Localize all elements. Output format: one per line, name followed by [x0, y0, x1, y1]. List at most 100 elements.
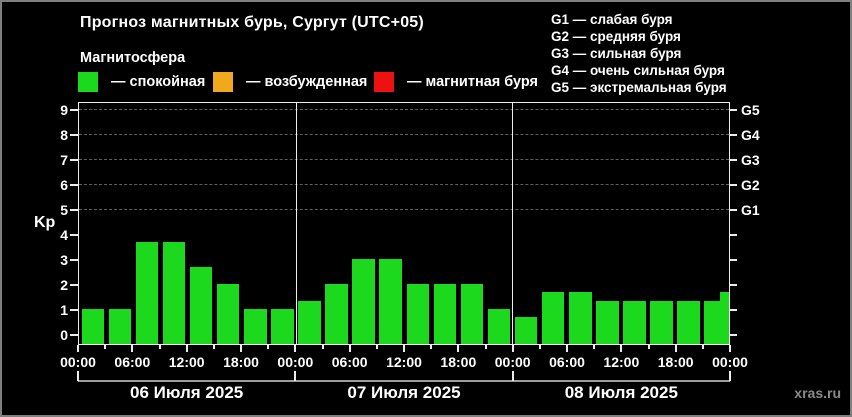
y-axis-label-0: 0	[60, 327, 68, 343]
y-tick-right	[730, 259, 737, 261]
y-tick-left	[70, 234, 78, 236]
y-tick-right	[730, 334, 737, 336]
x-tick	[538, 345, 541, 349]
date-bracket-tick	[729, 371, 731, 381]
x-tick	[375, 345, 378, 349]
x-axis-time-label: 00:00	[712, 354, 748, 370]
x-axis-time-label: 12:00	[386, 354, 422, 370]
kp-bar	[298, 300, 321, 344]
x-tick	[77, 345, 79, 352]
legend-item-calm: — спокойная	[78, 71, 205, 93]
kp-bar	[216, 284, 240, 344]
legend-label-excited: — возбужденная	[246, 74, 368, 90]
legend-item-excited: — возбужденная	[213, 71, 367, 93]
gridline-kp6	[79, 184, 729, 185]
kp-bar-partial	[720, 292, 729, 344]
x-tick	[212, 345, 215, 349]
x-axis-time-label: 12:00	[168, 354, 205, 370]
y-axis-label-6: 6	[60, 177, 68, 193]
date-label: 06 Июля 2025	[130, 383, 244, 402]
gridline-kp5	[79, 209, 729, 210]
day-separator	[295, 103, 297, 344]
kp-bar	[514, 317, 538, 344]
kp-bar	[596, 300, 619, 344]
x-tick	[647, 345, 650, 349]
g-scale-legend: G1 — слабая буря G2 — средняя буря G3 — …	[551, 11, 727, 96]
x-tick	[185, 345, 188, 352]
y-axis-label-9: 9	[60, 102, 68, 118]
kp-bar	[433, 284, 457, 344]
x-axis-time-label: 18:00	[223, 354, 259, 370]
kp-bar	[541, 292, 565, 344]
x-tick	[620, 345, 623, 352]
kp-bar	[162, 242, 186, 344]
legend-item-storm: — магнитная буря	[374, 71, 538, 93]
x-axis-time-label: 18:00	[657, 354, 694, 370]
y-tick-left	[70, 134, 78, 136]
y-tick-right	[730, 159, 737, 161]
x-tick	[321, 345, 324, 349]
x-tick	[267, 345, 270, 349]
x-axis-time-label: 06:00	[549, 354, 585, 370]
x-axis-time-label: 06:00	[331, 354, 368, 370]
g-legend-line-2: G2 — средняя буря	[551, 29, 681, 44]
kp-bar	[135, 242, 159, 344]
kp-bar	[271, 309, 294, 344]
y-tick-right	[730, 184, 737, 186]
y-tick-right	[730, 134, 737, 136]
y-tick-left	[70, 259, 78, 261]
calm-swatch-icon	[78, 72, 98, 92]
x-tick	[674, 345, 677, 352]
y-axis-label-5: 5	[60, 202, 68, 218]
x-axis-time-label: 06:00	[114, 354, 151, 370]
date-bracket-tick	[294, 371, 297, 381]
g-legend-line-4: G4 — очень сильная буря	[551, 63, 725, 78]
g-axis-label-g5: G5	[741, 102, 760, 118]
x-tick	[484, 345, 487, 349]
x-tick	[131, 345, 134, 352]
kp-bar	[325, 284, 348, 344]
y-tick-left	[70, 284, 78, 286]
kp-bar	[650, 300, 673, 344]
date-bracket-line	[78, 380, 730, 382]
y-tick-right	[730, 309, 737, 311]
x-tick	[593, 345, 596, 349]
kp-bar	[487, 309, 511, 344]
legend-label-calm: — спокойная	[111, 74, 206, 90]
kp-bar	[81, 309, 105, 344]
state-legend: — спокойная — возбужденная — магнитная б…	[2, 71, 850, 93]
g-legend-line-5: G5 — экстремальная буря	[551, 80, 727, 95]
y-tick-left	[70, 109, 78, 111]
y-tick-left	[70, 309, 78, 311]
x-axis-time-label: 18:00	[440, 354, 477, 370]
kp-bar	[677, 300, 700, 344]
x-tick	[729, 345, 731, 352]
x-tick	[403, 345, 405, 352]
kp-bar	[379, 259, 402, 344]
excited-swatch-icon	[213, 72, 233, 92]
g-legend-line-1: G1 — слабая буря	[551, 12, 673, 27]
x-axis-time-label: 12:00	[603, 354, 640, 370]
y-tick-right	[730, 109, 737, 111]
g-axis-label-g2: G2	[741, 177, 760, 193]
kp-bar	[406, 284, 430, 344]
x-axis-time-label: 00:00	[494, 354, 531, 370]
y-tick-right	[730, 284, 737, 286]
watermark: xras.ru	[794, 385, 841, 401]
x-tick	[104, 345, 107, 349]
kp-axis-label: Kp	[34, 214, 56, 231]
y-axis-label-3: 3	[60, 252, 68, 268]
date-bracket-tick	[511, 371, 514, 381]
gridline-kp8	[79, 134, 729, 135]
kp-bar	[352, 259, 375, 344]
gridline-kp7	[79, 159, 729, 160]
day-separator	[512, 103, 514, 344]
y-tick-left	[70, 209, 78, 211]
y-tick-left	[70, 159, 78, 161]
magnetosphere-label: Магнитосфера	[80, 50, 186, 66]
g-axis-label-g4: G4	[741, 127, 760, 143]
y-tick-left	[70, 334, 78, 336]
kp-bar	[460, 284, 484, 344]
y-axis-label-8: 8	[60, 127, 68, 143]
